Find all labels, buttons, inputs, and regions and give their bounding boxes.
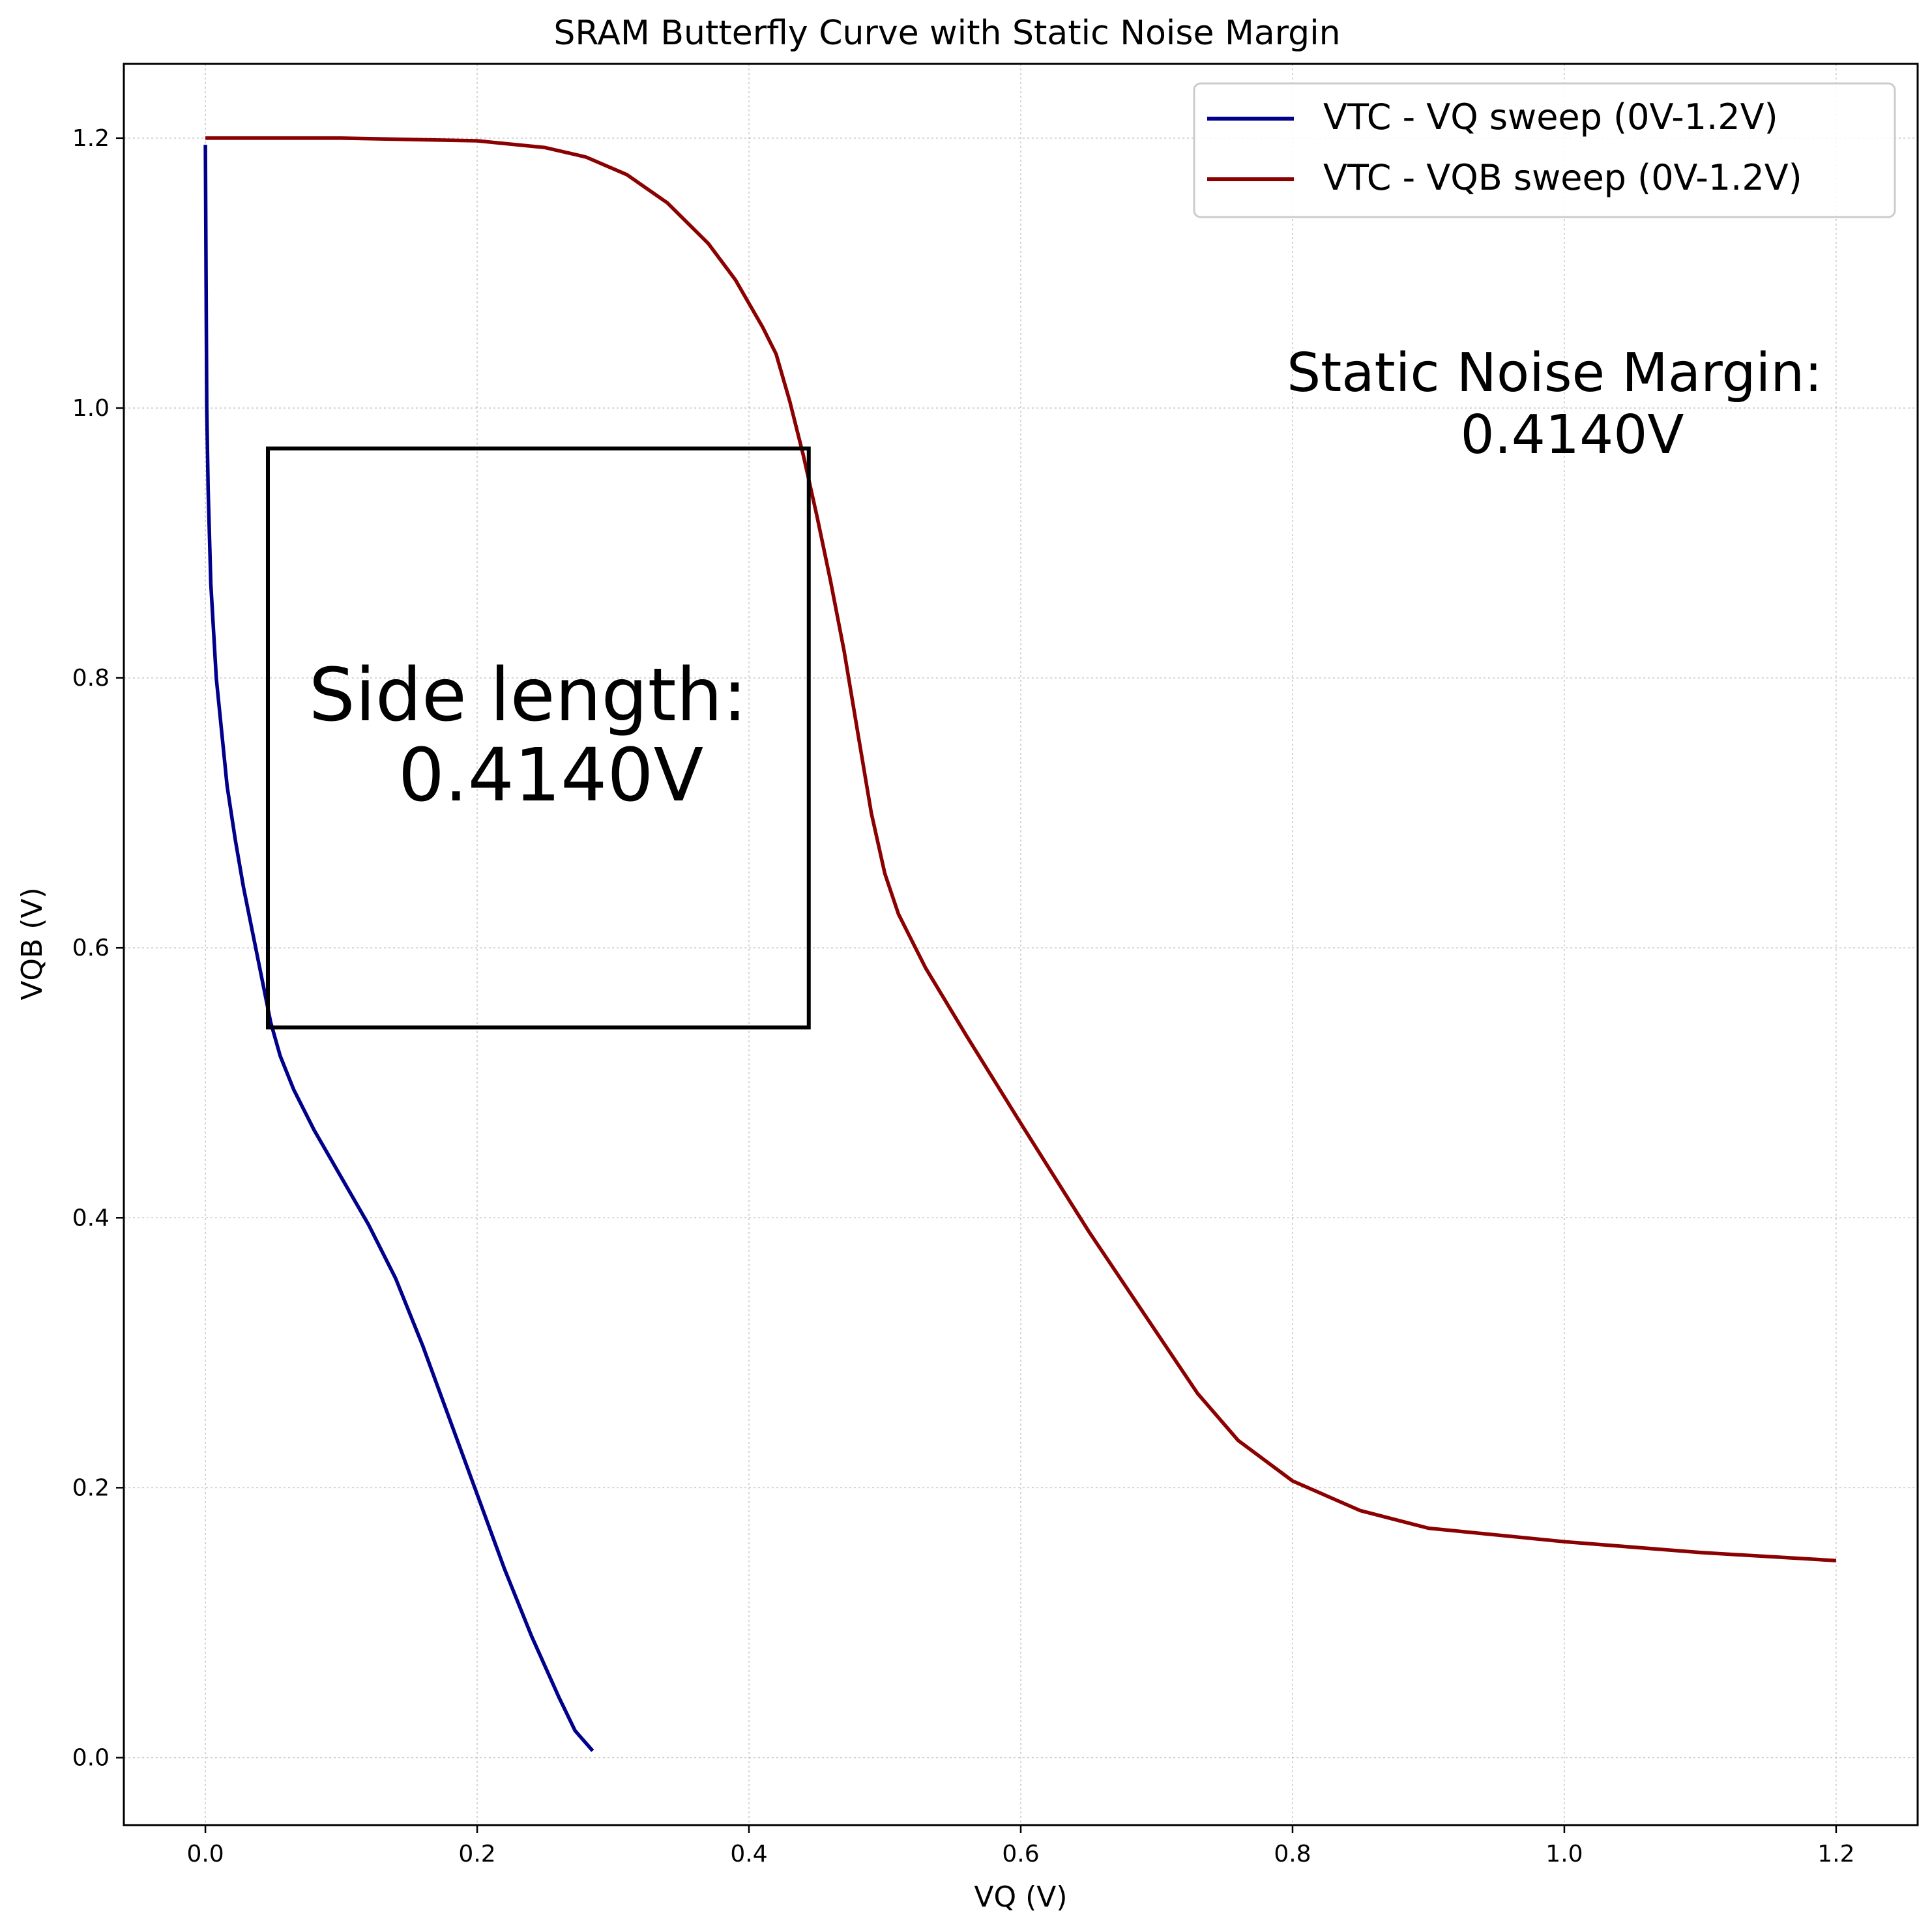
snm-label-line2: 0.4140V — [1460, 404, 1684, 466]
snm-label-line1: Static Noise Margin: — [1287, 342, 1822, 404]
y-tick-label: 1.0 — [72, 395, 110, 422]
x-tick-label: 0.0 — [186, 1841, 224, 1867]
legend-label-vqb-sweep: VTC - VQB sweep (0V-1.2V) — [1323, 157, 1802, 198]
y-tick-label: 0.6 — [72, 935, 110, 961]
y-tick-label: 0.2 — [72, 1474, 110, 1501]
x-tick-label: 1.2 — [1817, 1841, 1854, 1867]
x-tick-label: 0.8 — [1274, 1841, 1311, 1867]
y-tick-label: 0.4 — [72, 1205, 110, 1231]
grid-lines — [124, 64, 1918, 1825]
x-axis-label: VQ (V) — [974, 1881, 1067, 1914]
side-length-label-line2: 0.4140V — [398, 733, 704, 818]
chart-title: SRAM Butterfly Curve with Static Noise M… — [553, 14, 1340, 53]
snm-square — [265, 446, 811, 1030]
series-line-vq-sweep — [203, 145, 594, 1752]
y-axis-label: VQB (V) — [16, 887, 49, 1000]
y-tick-label: 0.8 — [72, 665, 110, 692]
x-tick-label: 0.4 — [730, 1841, 767, 1867]
series-line-vqb-sweep — [205, 136, 1837, 1562]
x-axis-ticks: 0.0 0.2 0.4 0.6 0.8 1.0 1.2 — [186, 1825, 1855, 1867]
side-length-label-line1: Side length: — [309, 653, 748, 738]
legend-label-vq-sweep: VTC - VQ sweep (0V-1.2V) — [1323, 96, 1778, 138]
snm-square-group — [265, 446, 811, 1030]
y-axis-ticks: 0.0 0.2 0.4 0.6 0.8 1.0 1.2 — [72, 125, 124, 1771]
y-tick-label: 1.2 — [72, 125, 110, 152]
legend: VTC - VQ sweep (0V-1.2V) VTC - VQB sweep… — [1193, 82, 1896, 218]
series-lines — [203, 136, 1837, 1752]
x-tick-label: 0.2 — [458, 1841, 495, 1867]
legend-box — [1193, 82, 1896, 218]
y-tick-label: 0.0 — [72, 1744, 110, 1771]
x-tick-label: 0.6 — [1002, 1841, 1039, 1867]
x-tick-label: 1.0 — [1545, 1841, 1583, 1867]
